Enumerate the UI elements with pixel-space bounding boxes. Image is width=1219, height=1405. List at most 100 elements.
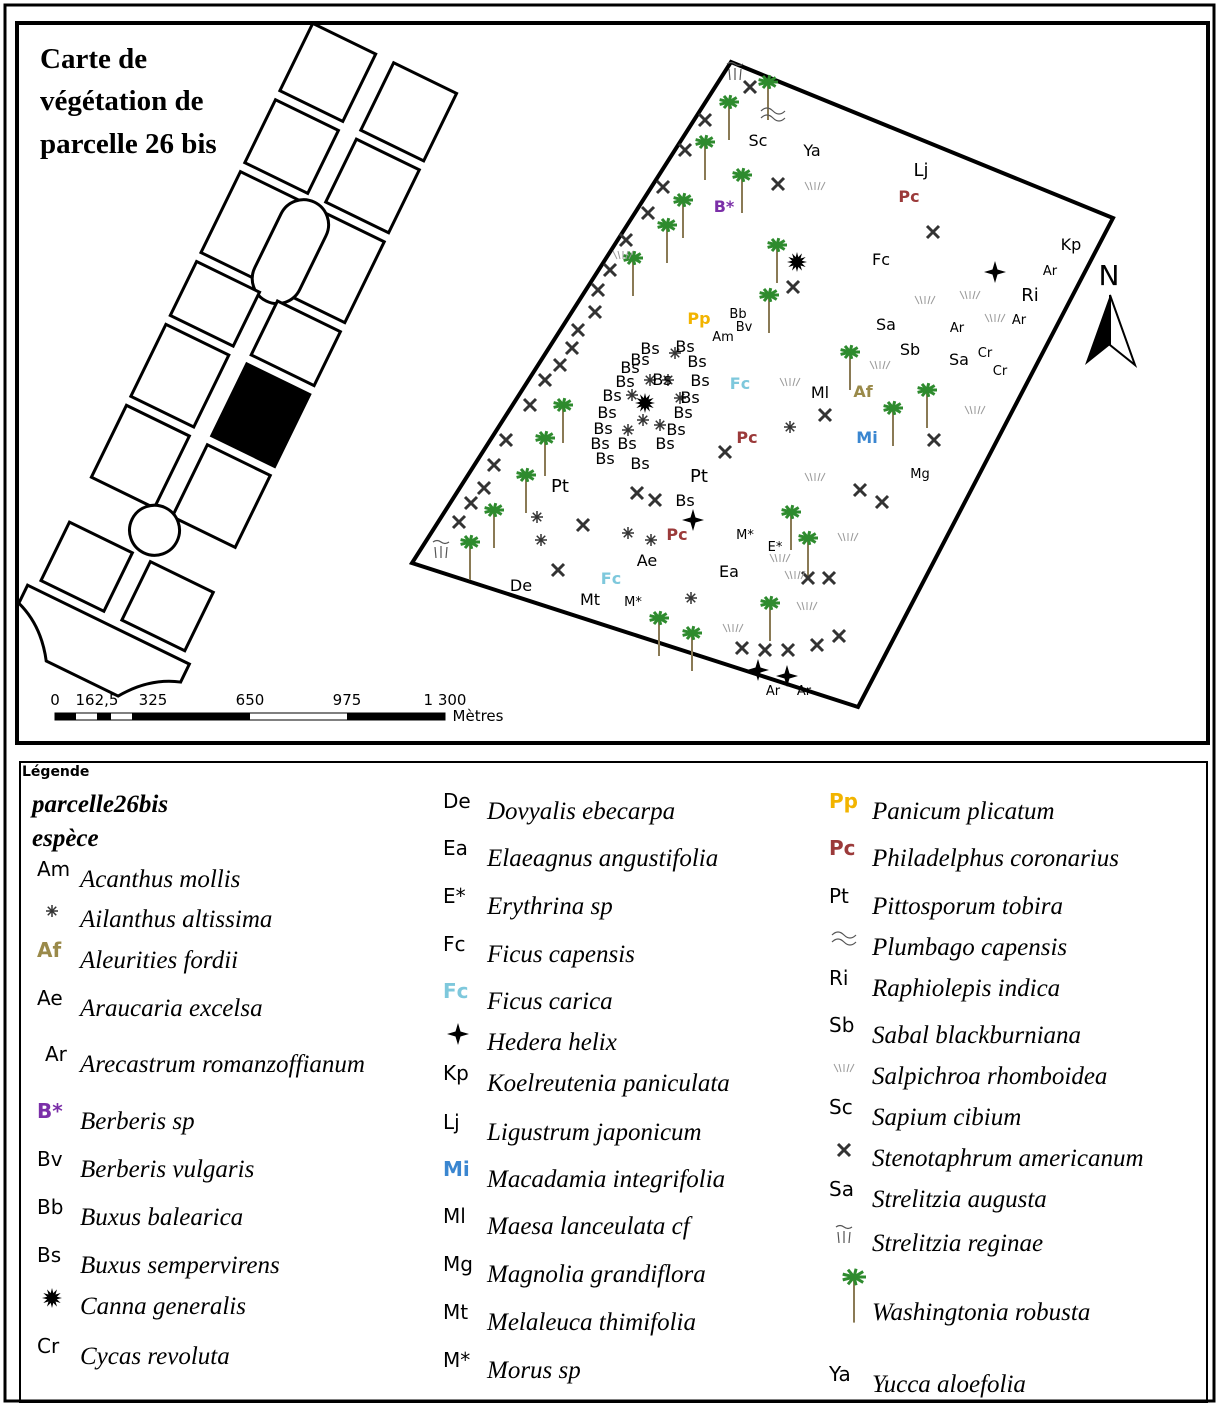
plot-label: Pt <box>690 466 708 487</box>
plot-label: Fc <box>601 569 621 588</box>
legend-code: Pt <box>829 884 849 908</box>
plot-label: Bs <box>640 339 659 358</box>
salpichroa <box>846 1063 850 1073</box>
ailanthus <box>675 393 685 403</box>
legend-name: Ligustrum japonicum <box>486 1119 702 1146</box>
legend-name: Buxus sempervirens <box>80 1252 280 1279</box>
salpichroa <box>820 181 826 191</box>
canna <box>787 252 807 272</box>
ailanthus <box>646 535 656 545</box>
ailanthus <box>686 593 696 603</box>
plot-label: Bs <box>666 420 685 439</box>
salpichroa <box>853 532 859 542</box>
stenotaphrum <box>697 112 713 128</box>
stenotaphrum <box>770 176 786 192</box>
scale-label: 0 <box>50 691 60 709</box>
plot-label: Bs <box>690 371 709 390</box>
ailanthus <box>623 425 633 435</box>
plot-label: Sa <box>949 350 969 369</box>
legend-name: Acanthus mollis <box>78 866 240 893</box>
salpichroa <box>820 472 826 482</box>
plot-label: Bs <box>680 388 699 407</box>
palm-leaf <box>632 252 642 260</box>
legend-code: E* <box>443 884 466 908</box>
salpichroa <box>727 623 731 633</box>
salpichroa <box>837 532 843 542</box>
stenotaphrum <box>552 357 568 373</box>
plot-label: Bs <box>615 372 634 391</box>
salpichroa <box>769 553 775 563</box>
salpichroa <box>628 250 634 260</box>
plot-label: Kp <box>1061 235 1082 254</box>
plot-label: Bs <box>593 419 612 438</box>
palm-leaf <box>562 399 572 407</box>
salpichroa <box>625 250 629 260</box>
legend-name: Berberis vulgaris <box>80 1156 254 1183</box>
north-arrow <box>1085 294 1138 368</box>
legend-name: Cycas revoluta <box>80 1343 230 1370</box>
strelitzia <box>726 61 744 81</box>
legend-name: Sabal blackburniana <box>872 1022 1081 1049</box>
salpichroa <box>850 532 854 542</box>
salpichroa <box>804 472 810 482</box>
stenotaphrum <box>498 432 514 448</box>
salpichroa <box>969 405 973 415</box>
plot-label: B* <box>714 197 735 216</box>
plot-label: Bb <box>729 307 746 322</box>
legend-code: Ea <box>443 836 468 860</box>
stenotaphrum <box>734 640 750 656</box>
palm-leaf <box>544 432 554 440</box>
stenotaphrum <box>925 224 941 240</box>
palm-leaf <box>666 219 676 227</box>
salpichroa <box>833 1063 839 1073</box>
plot-label: Fc <box>872 250 890 269</box>
strelitzia <box>835 1224 853 1244</box>
plot-label: M* <box>736 528 754 543</box>
ailanthus <box>627 390 637 400</box>
legend-name: Hedera helix <box>486 1029 617 1056</box>
legend-name: Melaleuca thimifolia <box>486 1309 696 1336</box>
salpichroa <box>784 570 790 580</box>
salpichroa <box>782 553 786 563</box>
salpichroa <box>617 250 621 260</box>
salpichroa <box>789 570 793 580</box>
salpichroa <box>964 405 970 415</box>
ailanthus <box>47 906 57 916</box>
strelitzia <box>432 539 450 559</box>
scale-label: 1 300 <box>424 691 467 709</box>
palm-leaf <box>469 536 479 544</box>
stenotaphrum <box>852 482 868 498</box>
salpichroa <box>774 553 778 563</box>
stenotaphrum <box>836 1142 852 1158</box>
salpichroa <box>800 570 806 580</box>
ailanthus <box>638 415 648 425</box>
plot-label: M* <box>624 595 642 610</box>
legend-code: Af <box>37 938 61 962</box>
legend-code: Mt <box>443 1300 468 1324</box>
north-label: N <box>1099 259 1120 292</box>
salpichroa <box>801 601 805 611</box>
salpichroa <box>997 313 1001 323</box>
stenotaphrum <box>874 494 890 510</box>
legend-code: Pc <box>829 836 856 860</box>
plot-label: Ml <box>811 383 829 402</box>
plot-label: Ya <box>802 141 820 160</box>
hedera <box>447 1023 469 1045</box>
plot-label: Bs <box>630 350 649 369</box>
legend-code: Bb <box>37 1195 63 1219</box>
palm-leaf <box>728 96 738 104</box>
ailanthus <box>655 420 665 430</box>
legend-name: Ailanthus altissima <box>78 906 272 933</box>
stenotaphrum <box>486 457 502 473</box>
legend-code: Ri <box>829 966 848 990</box>
hedera <box>682 509 704 531</box>
stenotaphrum <box>817 407 833 423</box>
legend-code: Pp <box>829 789 858 813</box>
legend-code: M* <box>443 1348 470 1372</box>
palm-leaf <box>691 627 701 635</box>
legend-code: Lj <box>443 1110 460 1134</box>
stenotaphrum <box>602 262 618 278</box>
salpichroa <box>817 472 821 482</box>
salpichroa <box>779 377 785 387</box>
plot-label: Sc <box>749 131 768 150</box>
